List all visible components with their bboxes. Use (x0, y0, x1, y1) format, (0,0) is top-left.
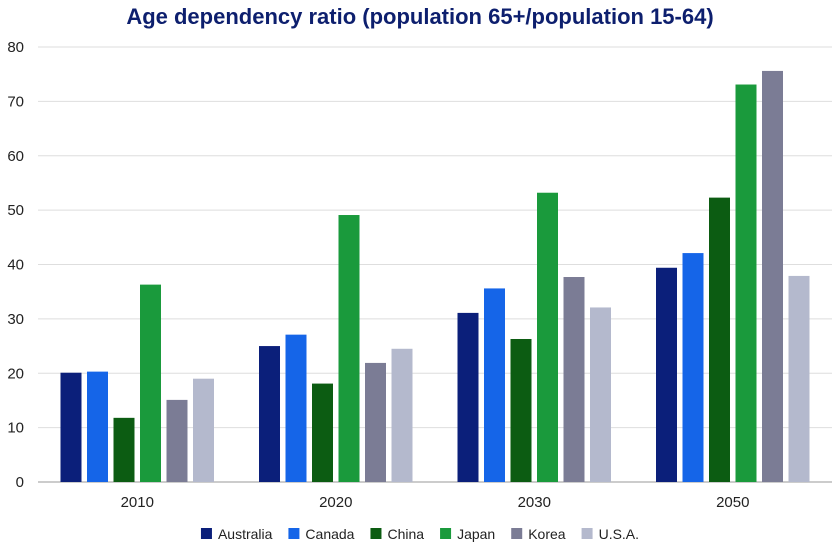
x-tick-label: 2030 (518, 494, 551, 511)
bar (193, 378, 214, 482)
bar (87, 371, 108, 482)
bar (60, 372, 82, 482)
y-tick-label: 60 (7, 148, 24, 165)
bar (682, 253, 704, 482)
bar (285, 334, 307, 482)
y-tick-label: 20 (7, 365, 24, 382)
bar (735, 84, 757, 483)
bars (60, 70, 810, 483)
legend-label: Canada (305, 526, 354, 542)
bar (338, 215, 360, 483)
legend-label: Japan (457, 526, 495, 542)
legend-label: U.S.A. (599, 526, 639, 542)
bar (484, 288, 505, 482)
y-tick-label: 80 (7, 39, 24, 56)
bar (166, 399, 188, 482)
bar (259, 346, 280, 482)
x-axis-ticks: 2010 2020 2030 2050 (121, 494, 750, 511)
bar (457, 312, 479, 482)
bar (709, 197, 730, 482)
legend-swatch (581, 528, 593, 539)
y-tick-label: 70 (7, 93, 24, 110)
y-tick-label: 40 (7, 257, 24, 274)
x-tick-label: 2010 (121, 494, 154, 511)
legend: Australia Canada China Japan Korea U.S.A. (200, 526, 639, 542)
bar (788, 275, 810, 482)
bar (113, 417, 135, 482)
y-tick-label: 30 (7, 311, 24, 328)
legend-swatch (288, 528, 300, 539)
bar (762, 70, 783, 483)
bar (312, 383, 333, 482)
legend-swatch (440, 528, 452, 539)
legend-swatch (370, 528, 382, 539)
bar (563, 277, 585, 482)
bar (391, 348, 413, 482)
bar (537, 192, 558, 482)
bar (140, 284, 161, 482)
y-tick-label: 50 (7, 202, 24, 219)
y-tick-label: 10 (7, 420, 24, 437)
bar (510, 338, 532, 482)
legend-swatch (511, 528, 523, 539)
bar (656, 267, 677, 482)
bar (590, 307, 611, 482)
y-axis-ticks: 0 10 20 30 40 50 60 70 80 (7, 39, 24, 491)
legend-label: China (387, 526, 424, 542)
legend-swatch (200, 528, 212, 539)
x-tick-label: 2050 (716, 494, 749, 511)
chart-title: Age dependency ratio (population 65+/pop… (126, 4, 713, 29)
legend-label: Australia (218, 526, 273, 542)
bar (365, 362, 386, 482)
y-tick-label: 0 (16, 474, 24, 491)
x-tick-label: 2020 (319, 494, 352, 511)
legend-label: Korea (528, 526, 566, 542)
